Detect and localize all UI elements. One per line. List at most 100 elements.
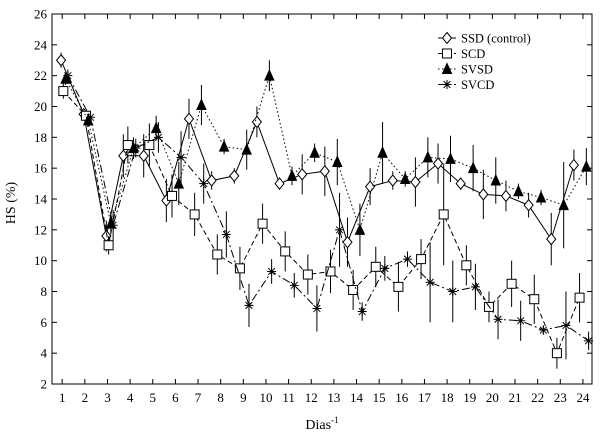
legend-marker — [441, 31, 453, 45]
x-tick-label: 17 — [418, 390, 432, 405]
data-point — [280, 246, 291, 257]
x-tick-label: 4 — [127, 390, 134, 405]
data-point — [558, 198, 569, 211]
data-point — [425, 277, 435, 287]
data-point — [500, 189, 512, 203]
data-point — [150, 121, 162, 134]
data-point — [538, 325, 548, 335]
data-point — [312, 303, 322, 313]
y-tick-label: 22 — [34, 68, 47, 83]
data-point — [432, 157, 444, 170]
series-line — [62, 90, 580, 355]
series-diamond — [55, 52, 580, 267]
data-point — [370, 261, 381, 272]
y-tick-label: 24 — [34, 37, 48, 52]
data-point — [319, 164, 330, 178]
legend-label: SSD (control) — [461, 32, 531, 46]
plot-frame — [51, 13, 593, 385]
data-point — [85, 112, 95, 122]
data-point — [493, 314, 503, 324]
data-point — [302, 269, 313, 280]
x-tick-label: 11 — [282, 390, 295, 405]
x-axis-label-text: Dias — [305, 418, 331, 433]
series-line — [60, 60, 575, 244]
data-point — [274, 177, 285, 190]
data-point — [267, 266, 277, 276]
y-tick-label: 6 — [41, 315, 48, 330]
data-point — [546, 232, 557, 246]
x-tick-label: 15 — [373, 390, 386, 405]
x-tick-label: 5 — [150, 390, 157, 405]
data-point — [581, 159, 592, 172]
data-point — [63, 71, 73, 81]
x-tick-label: 3 — [104, 390, 111, 405]
data-point — [196, 98, 207, 110]
y-tick-label: 26 — [34, 7, 48, 22]
legend-label: SCD — [461, 47, 485, 61]
data-point — [342, 235, 353, 249]
data-point — [513, 184, 524, 197]
y-tick-label: 2 — [41, 377, 48, 392]
data-point — [335, 225, 345, 235]
data-point — [229, 169, 240, 183]
data-point — [364, 180, 376, 193]
legend-marker — [442, 80, 452, 89]
x-tick-label: 14 — [350, 390, 364, 405]
x-tick-label: 23 — [554, 390, 567, 405]
data-point — [393, 281, 404, 292]
x-tick-label: 18 — [441, 390, 454, 405]
data-point — [574, 292, 585, 303]
legend-item: SVCD — [438, 78, 494, 92]
y-tick-label: 18 — [34, 130, 47, 145]
legend-label: SVCD — [461, 78, 494, 92]
data-point — [348, 284, 359, 295]
series-asterisk — [63, 69, 594, 360]
data-point — [153, 132, 163, 142]
data-point — [402, 254, 412, 264]
data-point — [490, 173, 502, 186]
data-point — [357, 307, 367, 317]
data-point — [461, 260, 472, 271]
data-point — [377, 146, 388, 158]
x-tick-label: 21 — [509, 390, 522, 405]
data-point — [584, 336, 594, 346]
data-point — [399, 172, 411, 184]
y-tick-label: 14 — [34, 192, 48, 207]
x-tick-label: 24 — [576, 390, 590, 405]
data-point — [445, 152, 456, 164]
data-point — [167, 190, 177, 201]
y-tick-label: 20 — [34, 99, 47, 114]
data-point — [416, 254, 427, 265]
x-axis-label: Dias-1 — [305, 415, 338, 433]
data-point — [297, 168, 308, 181]
x-tick-label: 1 — [59, 390, 66, 405]
data-point — [470, 282, 480, 292]
data-point — [478, 188, 489, 201]
data-point — [561, 320, 571, 330]
data-point — [257, 218, 268, 229]
y-tick-label: 12 — [34, 222, 47, 237]
data-point — [212, 249, 223, 260]
data-point — [289, 280, 299, 290]
series-layer — [55, 52, 594, 369]
x-tick-label: 9 — [240, 390, 247, 405]
x-tick-label: 22 — [531, 390, 544, 405]
x-tick-label: 7 — [195, 390, 202, 405]
x-tick-label: 20 — [486, 390, 499, 405]
data-point — [138, 149, 149, 163]
data-point — [58, 86, 69, 97]
x-tick-label: 13 — [327, 390, 340, 405]
data-point — [387, 174, 398, 187]
data-point — [309, 146, 320, 158]
data-point — [218, 139, 230, 152]
data-point — [448, 287, 458, 296]
data-point — [206, 174, 217, 187]
legend-item: SVSD — [438, 62, 493, 77]
data-point — [410, 175, 421, 189]
x-tick-label: 19 — [463, 390, 476, 405]
data-point — [173, 176, 185, 189]
data-point — [241, 142, 252, 155]
